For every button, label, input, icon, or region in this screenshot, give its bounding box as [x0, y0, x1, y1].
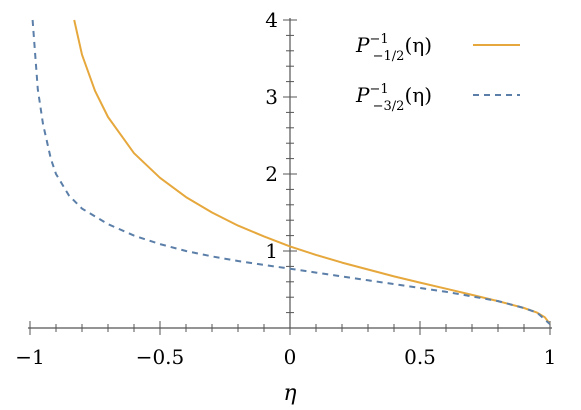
legend: P−1 −1/2(η) P−1 −3/2(η): [355, 32, 520, 114]
series-group: [31, 19, 551, 325]
y-tick-label: 1: [265, 239, 278, 263]
x-tick-label: −0.5: [136, 345, 185, 369]
y-tick-label: 2: [265, 162, 278, 186]
legend-item: P−1 −1/2(η): [355, 32, 520, 64]
x-tick-label: 0: [284, 345, 297, 369]
series-line-p-minus-half: [73, 19, 551, 325]
series-line-p-minus-three-halves: [31, 19, 551, 325]
legend-label: P−1 −3/2(η): [355, 82, 432, 114]
axes-group: −1 −0.5 0 0.5 1 1 2 3 4: [15, 8, 556, 369]
x-tick-label: −1: [15, 345, 44, 369]
x-tick-label: 0.5: [404, 345, 436, 369]
legend-label: P−1 −1/2(η): [355, 32, 432, 64]
y-tick-label: 3: [265, 85, 278, 109]
x-tick-label: 1: [544, 345, 557, 369]
y-tick-label: 4: [265, 8, 278, 32]
x-axis-label: η: [283, 381, 296, 406]
legend-item: P−1 −3/2(η): [355, 82, 520, 114]
